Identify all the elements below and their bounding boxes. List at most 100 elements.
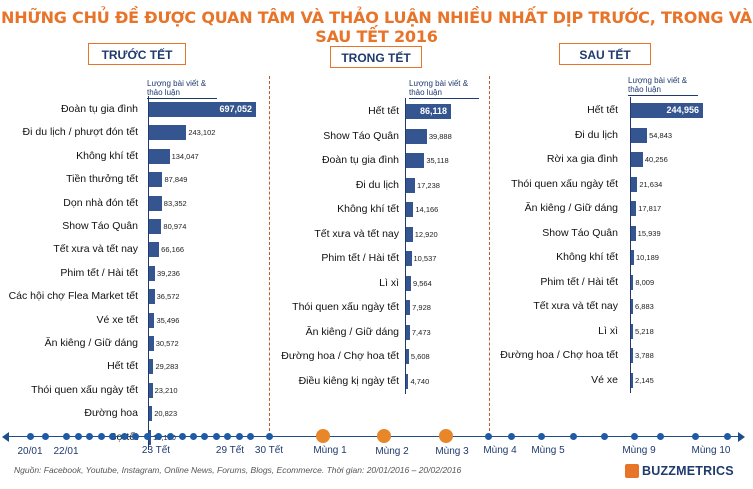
during-tet-value: 10,537 bbox=[413, 254, 437, 263]
timeline-label: Mùng 2 bbox=[375, 446, 409, 457]
after-tet-category-label: Thói quen xấu ngày tết bbox=[511, 177, 618, 190]
timeline-highlight-dot bbox=[439, 429, 453, 443]
during-tet-title: TRONG TẾT bbox=[330, 46, 422, 68]
before-tet-bar bbox=[149, 265, 156, 281]
after-tet-value: 21,634 bbox=[639, 179, 663, 189]
during-tet-bar bbox=[406, 104, 451, 119]
after-tet-value: 2,145 bbox=[635, 375, 654, 385]
page-title: NHỮNG CHỦ ĐỀ ĐƯỢC QUAN TÂM VÀ THẢO LUẬN … bbox=[1, 8, 752, 46]
timeline-highlight-dot bbox=[377, 429, 391, 443]
after-tet-category-label: Lì xì bbox=[598, 324, 618, 337]
before-tet-bar bbox=[149, 219, 162, 234]
timeline-dot bbox=[265, 432, 273, 440]
before-tet-category-label: Thói quen xấu ngày tết bbox=[31, 383, 138, 396]
before-tet-bar bbox=[149, 289, 155, 305]
during-tet-bar bbox=[406, 349, 409, 364]
timeline-dot bbox=[143, 432, 151, 440]
before-tet-value: 80,974 bbox=[163, 222, 187, 231]
timeline-arrow-left-icon bbox=[2, 432, 9, 442]
during-tet-value: 86,118 bbox=[419, 106, 447, 116]
before-tet-bar bbox=[149, 312, 155, 328]
timeline-dot bbox=[235, 432, 243, 440]
before-tet-bar bbox=[149, 102, 256, 117]
before-tet-category-label: Đường hoa bbox=[84, 407, 138, 420]
during-tet-axis bbox=[405, 98, 406, 394]
after-tet-category-label: Đường hoa / Chợ hoa tết bbox=[500, 349, 618, 361]
before-tet-value: 13,150 bbox=[153, 432, 176, 442]
after-tet-bar bbox=[631, 152, 643, 167]
before-tet-axis bbox=[148, 96, 149, 450]
during-tet-bar bbox=[406, 300, 411, 315]
timeline-dot bbox=[62, 432, 70, 440]
before-tet-title: TRƯỚC TẾT bbox=[88, 43, 186, 65]
timeline-label: Mùng 9 bbox=[622, 445, 656, 456]
during-tet-value: 5,608 bbox=[410, 352, 430, 361]
timeline-dot bbox=[723, 432, 731, 440]
timeline-dot bbox=[178, 432, 186, 440]
after-tet-value: 3,788 bbox=[635, 351, 654, 360]
after-tet-category-label: Ăn kiêng / Giữ dáng bbox=[524, 202, 618, 214]
before-tet-bar bbox=[149, 172, 163, 188]
after-tet-category-label: Show Táo Quân bbox=[542, 226, 618, 239]
before-tet-value: 697,052 bbox=[219, 104, 252, 114]
after-tet-value: 8,009 bbox=[635, 277, 655, 287]
before-tet-category-label: Hết tết bbox=[107, 360, 138, 373]
after-tet-value: 244,956 bbox=[666, 105, 699, 115]
during-tet-category-label: Đoàn tụ gia đình bbox=[321, 154, 399, 166]
before-tet-bar bbox=[149, 125, 187, 141]
after-tet-bar bbox=[631, 176, 638, 192]
during-tet-bar bbox=[406, 128, 427, 144]
during-tet-value-label: Lượng bài viết & thảo luận bbox=[409, 79, 479, 99]
brand-logo-icon bbox=[625, 464, 639, 478]
after-tet-value: 54,843 bbox=[649, 130, 673, 140]
after-tet-title: SAU TẾT bbox=[559, 43, 651, 65]
during-tet-value: 7,928 bbox=[412, 303, 431, 312]
during-tet-category-label: Ăn kiêng / Giữ dáng bbox=[305, 325, 399, 338]
timeline-dot bbox=[507, 432, 515, 440]
timeline-highlight-dot bbox=[316, 429, 330, 443]
during-tet-value: 17,238 bbox=[417, 180, 440, 190]
before-tet-category-label: Show Táo Quân bbox=[62, 220, 138, 232]
before-tet-value: 29,283 bbox=[155, 362, 179, 372]
before-tet-value: 20,823 bbox=[154, 409, 178, 419]
during-tet-bar bbox=[406, 202, 414, 217]
after-tet-bar bbox=[631, 274, 634, 290]
before-tet-category-label: Tiền thưởng tết bbox=[66, 173, 138, 186]
timeline-label: Mùng 5 bbox=[531, 445, 565, 456]
before-tet-value: 83,352 bbox=[163, 198, 187, 208]
during-tet-value: 9,564 bbox=[412, 278, 432, 288]
before-tet-bar bbox=[149, 242, 160, 258]
during-tet-value: 39,888 bbox=[428, 131, 452, 141]
timeline-dot bbox=[537, 432, 545, 440]
during-tet-category-label: Đường hoa / Chợ hoa tết bbox=[281, 350, 399, 362]
phase-divider bbox=[489, 76, 490, 431]
phase-divider bbox=[269, 76, 270, 431]
during-tet-category-label: Lì xì bbox=[379, 276, 399, 289]
during-tet-bar bbox=[406, 324, 410, 340]
after-tet-category-label: Tết xưa và tết nay bbox=[533, 300, 618, 312]
timeline-dot bbox=[154, 432, 162, 440]
timeline-label: Mùng 10 bbox=[691, 445, 731, 456]
timeline-label: 22/01 bbox=[53, 446, 79, 457]
after-tet-category-label: Phim tết / Hài tết bbox=[540, 275, 618, 288]
during-tet-category-label: Show Táo Quân bbox=[323, 129, 399, 142]
after-tet-category-label: Rời xa gia đình bbox=[546, 153, 618, 165]
during-tet-value: 4,740 bbox=[410, 376, 430, 386]
during-tet-value: 12,920 bbox=[414, 229, 438, 239]
during-tet-category-label: Điều kiêng kị ngày tết bbox=[298, 374, 399, 387]
timeline-label: 20/01 bbox=[17, 446, 43, 457]
timeline-label: 23 Tết bbox=[141, 445, 171, 456]
before-tet-value: 66,166 bbox=[161, 245, 185, 255]
before-tet-category-label: Vé xe tết bbox=[96, 313, 138, 326]
before-tet-category-label: Các hội chợ Flea Market tết bbox=[8, 290, 138, 303]
before-tet-value: 30,572 bbox=[155, 339, 179, 348]
timeline-dot bbox=[223, 432, 231, 440]
timeline-dot bbox=[569, 432, 577, 440]
during-tet-category-label: Hết tết bbox=[368, 105, 399, 117]
before-tet-bar bbox=[149, 336, 154, 351]
timeline-label: 30 Tết bbox=[254, 445, 284, 456]
after-tet-value: 6,883 bbox=[635, 302, 654, 311]
timeline-dot bbox=[41, 432, 49, 440]
during-tet-bar bbox=[406, 153, 425, 168]
after-tet-bar bbox=[631, 372, 633, 388]
